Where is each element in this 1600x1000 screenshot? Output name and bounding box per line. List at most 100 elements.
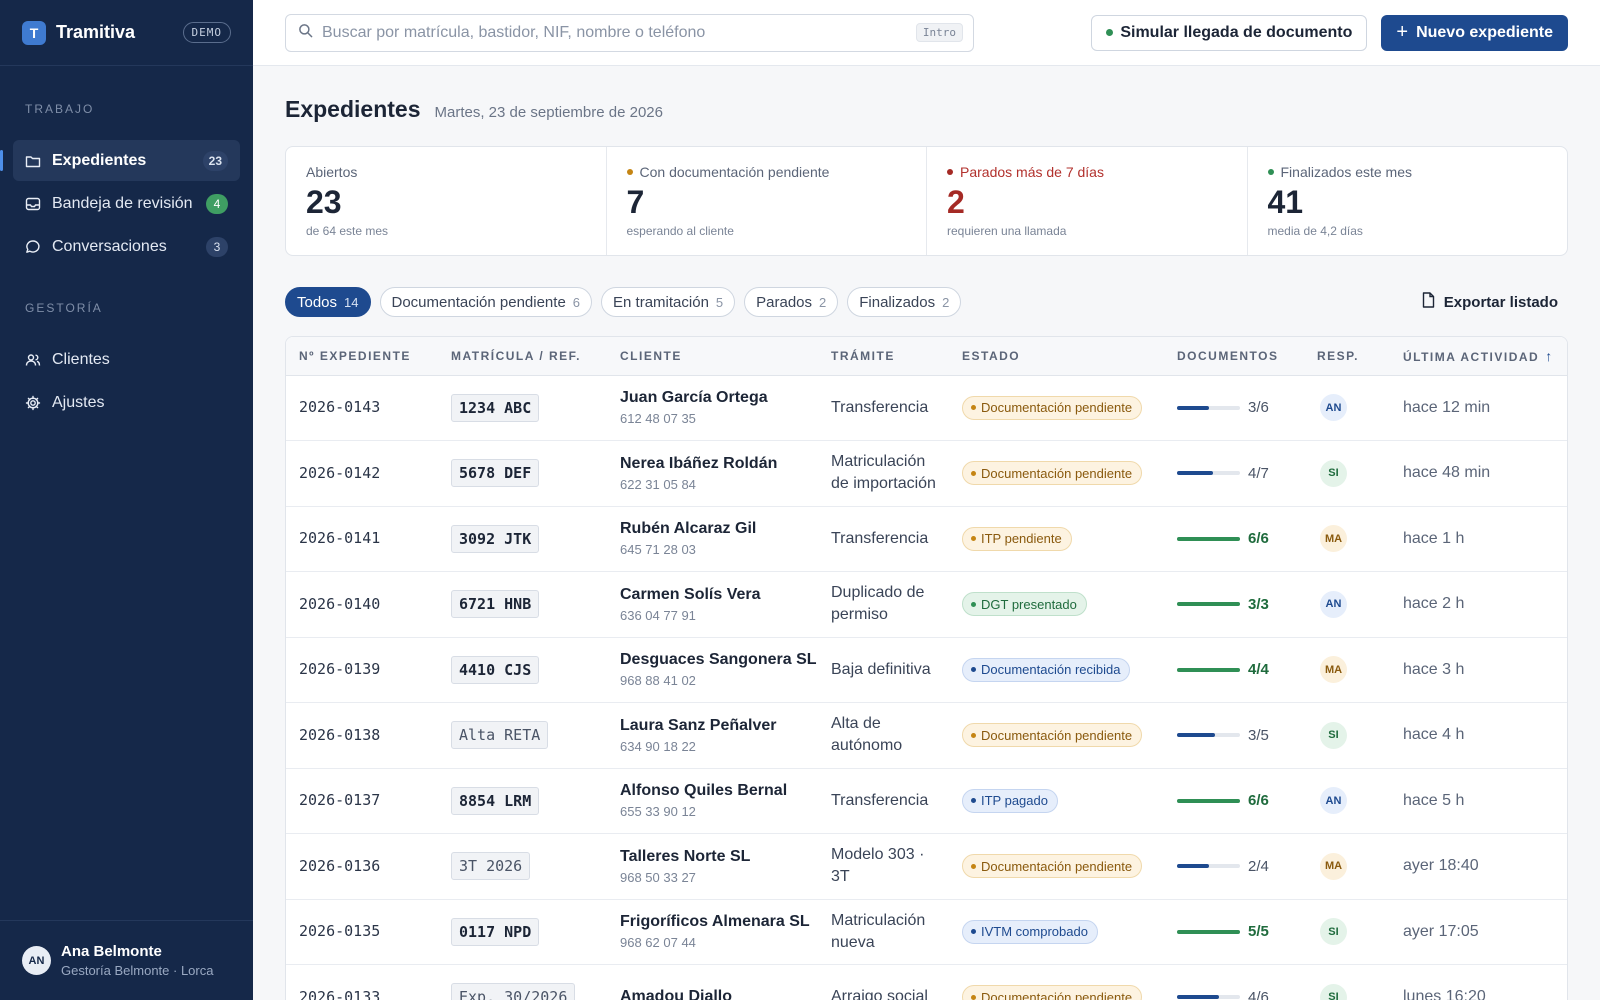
tramite: Baja definitiva [831,660,931,678]
table-row[interactable]: 2026-0138 Alta RETA Laura Sanz Peñalver 634… [286,702,1567,769]
status-badge: Documentación recibida [962,657,1131,682]
filter-chip-finalizados[interactable]: Finalizados 2 [847,287,962,317]
status-label: ITP pagado [981,793,1048,809]
column-header-sorted[interactable]: ÚLTIMA ACTIVIDAD ↑ [1390,337,1567,376]
chip-count: 14 [344,294,359,310]
table-row[interactable]: 2026-0141 3092 JTK Rubén Alcaraz Gil 645 71… [286,506,1567,572]
status-label: Documentación pendiente [981,727,1133,743]
status-dot [971,929,976,935]
table-row[interactable]: 2026-0136 3T 2026 Talleres Norte SL 968 50 … [286,833,1567,900]
tramite: Transferencia [831,529,929,547]
simulate-document-button[interactable]: Simular llegada de documento [1091,14,1368,51]
documents-count: 3/6 [1248,399,1269,417]
nav-gestoria: Clientes Ajustes [0,339,253,423]
sidebar-item-bandeja[interactable]: Bandeja de revisión 4 [13,183,240,224]
assignee-avatar[interactable]: AN [1320,590,1347,618]
status-dot [971,798,976,804]
user-profile[interactable]: AN Ana Belmonte Gestoría Belmonte · Lorc… [0,920,253,1000]
table-row[interactable]: 2026-0135 0117 NPD Frigoríficos Almenara S… [286,899,1567,965]
tramitiva-logo-icon[interactable]: T [22,20,46,45]
client-name[interactable]: Frigoríficos Almenara SL [620,913,810,931]
plate-badge: 5678 DEF [451,459,540,488]
documents-progress: 6/6 [1177,530,1304,547]
tramite: Transferencia [831,791,929,809]
table-row[interactable]: 2026-0139 4410 CJS Desguaces Sangonera SL 9… [286,637,1567,703]
status-label: Documentación recibida [981,662,1121,678]
search-input[interactable] [322,23,916,42]
stat-value: 7 [626,184,645,220]
assignee-avatar[interactable]: SI [1320,721,1347,749]
sidebar-item-label: Ajustes [52,393,105,411]
sidebar-item-conversaciones[interactable]: Conversaciones 3 [13,226,240,267]
table-row[interactable]: 2026-0133 Exp. 30/2026 Amadou Diallo Arraig… [286,964,1567,1000]
plate-badge: Alta RETA [451,721,549,750]
column-header[interactable]: CLIENTE [607,337,818,376]
plus-icon: + [1396,21,1409,43]
status-dot [626,169,633,175]
chip-count: 5 [715,294,724,310]
chip-label: Documentación pendiente [391,293,566,311]
assignee-avatar[interactable]: SI [1320,459,1347,487]
documents-count: 3/5 [1248,726,1269,744]
table-row[interactable]: 2026-0142 5678 DEF Nerea Ibáñez Roldán 622 … [286,440,1567,507]
page-header: Expedientes Martes, 23 de septiembre de … [285,96,1568,124]
client-name[interactable]: Alfonso Quiles Bernal [620,782,788,800]
column-header[interactable]: ESTADO [949,337,1164,376]
assignee-avatar[interactable]: MA [1320,852,1347,880]
client-name[interactable]: Laura Sanz Peñalver [620,716,777,734]
assignee-avatar[interactable]: MA [1320,525,1347,553]
client-phone: 968 50 33 27 [620,869,696,885]
table-row[interactable]: 2026-0140 6721 HNB Carmen Solís Vera 636 04… [286,571,1567,638]
stat-doc-pendiente: Con documentación pendiente 7 esperando … [607,147,927,255]
filter-chip-documentacion-pendiente[interactable]: Documentación pendiente 6 [379,287,593,317]
page-date: Martes, 23 de septiembre de 2026 [434,104,663,121]
documents-progress: 3/3 [1177,596,1304,613]
stat-sub: esperando al cliente [626,224,734,238]
client-name[interactable]: Rubén Alcaraz Gil [620,520,757,538]
folder-icon [25,153,41,169]
client-name[interactable]: Desguaces Sangonera SL [620,651,817,669]
assignee-avatar[interactable]: AN [1320,787,1347,815]
sidebar-item-expedientes[interactable]: Expedientes 23 [0,140,240,181]
status-badge: Documentación pendiente [962,985,1143,1000]
client-phone: 622 31 05 84 [620,476,696,492]
status-label: Documentación pendiente [981,989,1133,1000]
stat-value: 41 [1267,184,1304,220]
status-dot [971,601,976,607]
sidebar-item-clientes[interactable]: Clientes [13,339,240,380]
table-row[interactable]: 2026-0143 1234 ABC Juan García Ortega 612 4… [286,375,1567,441]
filter-chip-en-tramitacion[interactable]: En tramitación 5 [601,287,736,317]
client-name[interactable]: Amadou Diallo [620,988,733,1000]
sidebar-item-ajustes[interactable]: Ajustes [13,382,240,423]
status-label: IVTM comprobado [981,924,1088,940]
table-body: 2026-0143 1234 ABC Juan García Ortega 612 4… [286,375,1567,1000]
chip-count: 2 [942,294,950,310]
new-expediente-button[interactable]: + Nuevo expediente [1381,14,1568,51]
search-box[interactable]: Intro [285,13,974,52]
inbox-icon [25,196,41,212]
column-header[interactable]: MATRÍCULA / REF. [438,337,607,376]
export-button[interactable]: Exportar listado [1422,292,1568,312]
client-name[interactable]: Juan García Ortega [620,389,768,407]
column-header[interactable]: RESP. [1304,337,1390,376]
column-header[interactable]: DOCUMENTOS [1164,337,1304,376]
plate-badge: 8854 LRM [451,786,540,815]
filter-chip-todos[interactable]: Todos 14 [285,287,371,317]
column-header[interactable]: Nº EXPEDIENTE [286,337,438,376]
assignee-avatar[interactable]: AN [1320,394,1347,422]
client-name[interactable]: Talleres Norte SL [620,847,751,865]
filter-chip-parados[interactable]: Parados 2 [744,287,839,317]
status-dot [971,994,976,1000]
assignee-avatar[interactable]: SI [1320,918,1347,946]
table-row[interactable]: 2026-0137 8854 LRM Alfonso Quiles Bernal 65… [286,768,1567,834]
column-header[interactable]: TRÁMITE [818,337,949,376]
count-badge: 23 [202,150,228,171]
last-activity: hace 2 h [1403,595,1465,613]
progress-fill [1177,798,1240,803]
assignee-avatar[interactable]: SI [1320,983,1347,1000]
progress-bar [1177,602,1240,607]
client-name[interactable]: Nerea Ibáñez Roldán [620,454,778,472]
assignee-avatar[interactable]: MA [1320,656,1347,684]
enter-key-hint: Intro [915,23,963,42]
client-name[interactable]: Carmen Solís Vera [620,585,761,603]
